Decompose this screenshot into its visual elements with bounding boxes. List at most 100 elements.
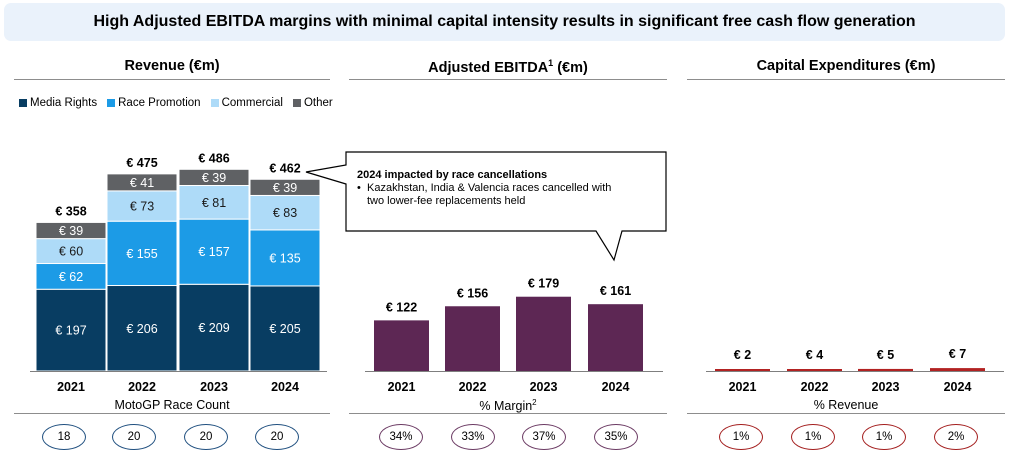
revenue-seg-label-2023-3: € 39 bbox=[202, 171, 226, 185]
headline-text: High Adjusted EBITDA margins with minima… bbox=[93, 13, 916, 30]
legend-label-media-rights: Media Rights bbox=[30, 97, 98, 109]
ebitda-panel-title: Adjusted EBITDA1 (€m) bbox=[349, 58, 667, 80]
headline-banner: High Adjusted EBITDA margins with minima… bbox=[4, 3, 1005, 41]
ebitda-value-label-2024: € 161 bbox=[600, 284, 631, 298]
capex-footer-label: % Revenue bbox=[687, 398, 1005, 414]
callout-line-1: Kazakhstan, India & Valencia races cance… bbox=[367, 182, 612, 194]
ebitda-value-label-2022: € 156 bbox=[457, 286, 488, 300]
revenue-seg-label-2022-2: € 73 bbox=[130, 200, 154, 214]
capex-bar-2024 bbox=[930, 368, 985, 371]
revenue-total-label-2023: € 486 bbox=[198, 151, 229, 165]
callout-title: 2024 impacted by race cancellations bbox=[357, 169, 548, 181]
capex-title-text: Capital Expenditures (€m) bbox=[756, 58, 936, 74]
revenue-total-label-2021: € 358 bbox=[55, 204, 86, 218]
ebitda-value-label-2023: € 179 bbox=[528, 277, 559, 291]
race-count-2023: 20 bbox=[184, 424, 228, 450]
capex-value-label-2023: € 5 bbox=[877, 348, 894, 362]
revenue-seg-label-2021-3: € 39 bbox=[59, 224, 83, 238]
capex-bar-2021 bbox=[715, 369, 770, 371]
revenue-seg-label-2021-0: € 197 bbox=[55, 324, 86, 338]
ebitda-bar-2022 bbox=[445, 306, 500, 371]
capex-pct-2022: 1% bbox=[791, 424, 835, 450]
legend-item-commercial: Commercial bbox=[210, 97, 283, 109]
revenue-bar-2022-seg-0 bbox=[106, 285, 178, 372]
legend-swatch-race-promotion bbox=[107, 99, 116, 107]
ebitda-value-label-2021: € 122 bbox=[386, 300, 417, 314]
legend-label-commercial: Commercial bbox=[221, 97, 283, 109]
revenue-year-2024: 2024 bbox=[271, 380, 299, 394]
revenue-chart: € 197 € 62 € 60 € 39 € 358 2021 € 206 € 155 € 73… bbox=[30, 151, 327, 394]
revenue-year-2023: 2023 bbox=[200, 380, 228, 394]
revenue-bar-2023-seg-3 bbox=[178, 168, 250, 186]
capex-bar-2022 bbox=[787, 369, 842, 371]
ebitda-year-2022: 2022 bbox=[459, 380, 487, 394]
revenue-bar-2022-seg-3 bbox=[106, 173, 178, 192]
ebitda-bar-2024 bbox=[588, 304, 643, 371]
callout-bubble bbox=[305, 151, 667, 262]
ebitda-title-footnote: 1 bbox=[548, 58, 554, 68]
callout-line-2: two lower-fee replacements held bbox=[367, 195, 526, 207]
legend-swatch-commercial bbox=[210, 99, 219, 107]
capex-year-2021: 2021 bbox=[729, 380, 757, 394]
revenue-bar-2023-seg-1 bbox=[178, 218, 250, 285]
revenue-seg-label-2021-2: € 60 bbox=[59, 245, 83, 259]
race-count-label: MotoGP Race Count bbox=[114, 398, 230, 412]
revenue-bar-2021-seg-0 bbox=[35, 288, 107, 372]
capex-pct-2023: 1% bbox=[862, 424, 906, 450]
revenue-pct-label: % Revenue bbox=[813, 398, 879, 412]
revenue-seg-label-2023-1: € 157 bbox=[198, 245, 229, 259]
revenue-seg-label-2022-1: € 155 bbox=[126, 247, 157, 261]
callout-bullet-row: • Kazakhstan, India & Valencia races can… bbox=[357, 182, 657, 208]
revenue-bar-2023-seg-2 bbox=[178, 184, 250, 220]
margin-2021: 34% bbox=[379, 424, 423, 450]
revenue-seg-label-2022-3: € 41 bbox=[130, 176, 154, 190]
revenue-seg-label-2022-0: € 206 bbox=[126, 322, 157, 336]
revenue-bar-2021-seg-2 bbox=[35, 238, 107, 265]
capex-value-label-2022: € 4 bbox=[806, 348, 823, 362]
ebitda-bar-2021 bbox=[374, 320, 429, 371]
legend-item-race-promotion: Race Promotion bbox=[107, 97, 201, 109]
capex-value-label-2021: € 2 bbox=[734, 348, 751, 362]
race-count-2024: 20 bbox=[255, 424, 299, 450]
margin-label: % Margin bbox=[479, 399, 533, 414]
revenue-bar-2024-seg-3 bbox=[249, 178, 321, 196]
revenue-seg-label-2021-1: € 62 bbox=[59, 270, 83, 284]
revenue-panel-title: Revenue (€m) bbox=[14, 58, 330, 80]
capex-year-2023: 2023 bbox=[872, 380, 900, 394]
revenue-footer-label: MotoGP Race Count bbox=[14, 398, 330, 414]
ebitda-year-2024: 2024 bbox=[602, 380, 630, 394]
revenue-bar-2023-seg-0 bbox=[178, 283, 250, 372]
revenue-bar-2021-seg-1 bbox=[35, 263, 107, 290]
ebitda-chart: € 122 2021 € 156 2022 € 179 2023 € 161 2024 bbox=[365, 277, 663, 394]
legend-swatch-media-rights bbox=[19, 99, 27, 107]
revenue-bar-2022-seg-2 bbox=[106, 190, 178, 222]
revenue-title-text: Revenue (€m) bbox=[124, 58, 220, 74]
revenue-bar-2024-seg-1 bbox=[249, 229, 321, 287]
revenue-seg-label-2024-3: € 39 bbox=[273, 181, 297, 195]
capex-year-2022: 2022 bbox=[801, 380, 829, 394]
ebitda-year-2023: 2023 bbox=[530, 380, 558, 394]
callout-bullet: • bbox=[357, 182, 361, 194]
legend-swatch-other bbox=[292, 99, 301, 107]
margin-2022: 33% bbox=[451, 424, 495, 450]
margin-2023: 37% bbox=[522, 424, 566, 450]
revenue-bar-2021-seg-3 bbox=[35, 221, 107, 240]
capex-chart: € 2 2021 € 4 2022 € 5 2023 € 7 2024 bbox=[706, 347, 1004, 394]
legend-label-race-promotion: Race Promotion bbox=[118, 97, 201, 109]
capex-value-label-2024: € 7 bbox=[949, 347, 966, 361]
revenue-seg-label-2024-1: € 135 bbox=[269, 251, 300, 265]
revenue-seg-label-2024-0: € 205 bbox=[269, 322, 300, 336]
revenue-legend: Media Rights Race Promotion Commercial O… bbox=[19, 97, 333, 109]
race-count-2022: 20 bbox=[112, 424, 156, 450]
revenue-seg-label-2024-2: € 83 bbox=[273, 206, 297, 220]
legend-item-other: Other bbox=[292, 97, 333, 109]
capex-panel-title: Capital Expenditures (€m) bbox=[687, 58, 1005, 80]
revenue-seg-label-2023-2: € 81 bbox=[202, 196, 226, 210]
revenue-seg-label-2023-0: € 209 bbox=[198, 321, 229, 335]
revenue-year-2022: 2022 bbox=[128, 380, 156, 394]
ebitda-title-unit: (€m) bbox=[553, 59, 588, 76]
capex-bar-2023 bbox=[858, 368, 913, 371]
ebitda-title-main: Adjusted EBITDA bbox=[428, 59, 549, 76]
ebitda-bar-2023 bbox=[516, 296, 571, 371]
